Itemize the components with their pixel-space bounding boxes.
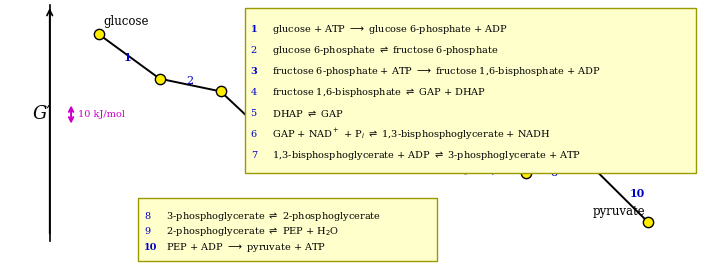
Point — [398, 159, 410, 164]
Point — [520, 170, 532, 175]
Text: glucose 6-phosphate $\rightleftharpoons$ fructose 6-phosphate: glucose 6-phosphate $\rightleftharpoons$… — [263, 44, 498, 57]
Point — [93, 32, 104, 36]
Text: PEP + ADP $\longrightarrow$ pyruvate + ATP: PEP + ADP $\longrightarrow$ pyruvate + A… — [157, 240, 326, 254]
Point — [459, 166, 471, 170]
Text: glucose: glucose — [104, 16, 149, 28]
Text: 9: 9 — [620, 159, 627, 169]
Text: DHAP $\rightleftharpoons$ GAP: DHAP $\rightleftharpoons$ GAP — [263, 108, 344, 119]
Text: 10: 10 — [629, 188, 645, 199]
Y-axis label: G′: G′ — [32, 105, 50, 123]
Text: 4: 4 — [305, 148, 312, 158]
Text: 10 kJ/mol: 10 kJ/mol — [78, 110, 126, 119]
Text: 7: 7 — [251, 151, 257, 160]
Text: 8: 8 — [550, 169, 557, 178]
Point — [154, 77, 165, 81]
Text: pyruvate: pyruvate — [593, 205, 645, 218]
Text: 8: 8 — [144, 212, 151, 221]
Text: 6: 6 — [251, 130, 257, 139]
Text: 2-phosphoglycerate $\rightleftharpoons$ PEP + H$_2$O: 2-phosphoglycerate $\rightleftharpoons$ … — [157, 225, 339, 238]
Text: 3: 3 — [251, 67, 258, 76]
Text: 2: 2 — [187, 76, 194, 86]
Text: 5: 5 — [251, 109, 257, 118]
Text: GAP + NAD$^+$ + P$_i$ $\rightleftharpoons$ 1,3-bisphosphoglycerate + NADH: GAP + NAD$^+$ + P$_i$ $\rightleftharpoon… — [263, 127, 551, 142]
Text: 4: 4 — [251, 88, 257, 97]
Text: 9: 9 — [144, 227, 151, 236]
Text: 1,3-bisphosphoglycerate + ADP $\rightleftharpoons$ 3-phosphoglycerate + ATP: 1,3-bisphosphoglycerate + ADP $\rightlef… — [263, 149, 581, 162]
Text: 10: 10 — [144, 243, 158, 251]
Point — [276, 147, 288, 151]
Text: fructose 6-phosphate + ATP $\longrightarrow$ fructose 1,6-bisphosphate + ADP: fructose 6-phosphate + ATP $\longrightar… — [263, 65, 601, 78]
Text: 3-phosphoglycerate $\rightleftharpoons$ 2-phosphoglycerate: 3-phosphoglycerate $\rightleftharpoons$ … — [157, 210, 381, 223]
Text: 7: 7 — [488, 167, 496, 177]
Point — [215, 89, 226, 94]
Text: fructose 1,6-bisphosphate $\rightleftharpoons$ GAP + DHAP: fructose 1,6-bisphosphate $\rightlefthar… — [263, 86, 486, 99]
Text: glucose + ATP $\longrightarrow$ glucose 6-phosphate + ADP: glucose + ATP $\longrightarrow$ glucose … — [263, 23, 508, 36]
Point — [337, 153, 349, 157]
Text: 1: 1 — [251, 25, 257, 34]
Text: 5: 5 — [366, 154, 373, 164]
Point — [643, 220, 654, 224]
Text: 3: 3 — [251, 115, 258, 126]
Point — [581, 159, 593, 164]
Text: 1: 1 — [124, 52, 131, 63]
Text: 2: 2 — [251, 46, 257, 55]
Text: 6: 6 — [427, 161, 435, 170]
